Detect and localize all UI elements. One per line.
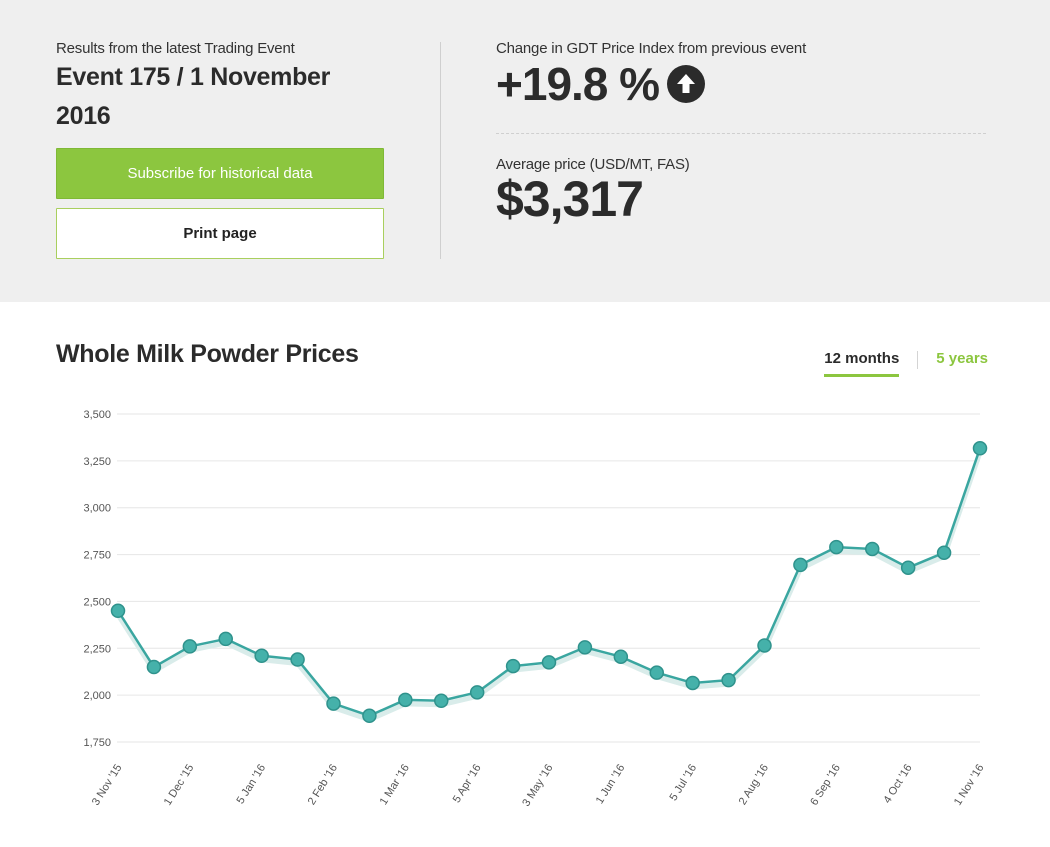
series-line bbox=[116, 447, 982, 718]
arrow-up-circle-icon bbox=[667, 65, 706, 103]
data-point[interactable] bbox=[469, 685, 485, 700]
price-line-chart: 1,750 2,000 2,250 2,500 2,750 3,000 3,250 3,500… bbox=[83, 409, 988, 809]
data-point[interactable] bbox=[182, 639, 198, 654]
print-page-button[interactable]: Print page bbox=[56, 208, 384, 259]
y-tick-label: 2,000 bbox=[83, 690, 111, 702]
data-point[interactable] bbox=[434, 693, 449, 709]
data-point[interactable] bbox=[936, 545, 952, 560]
chart-title: Whole Milk Powder Prices bbox=[56, 340, 359, 368]
event-info: Results from the latest Trading Event Ev… bbox=[56, 40, 386, 259]
data-point[interactable] bbox=[829, 539, 844, 555]
data-point[interactable] bbox=[218, 631, 233, 647]
avg-price-label: Average price (USD/MT, FAS) bbox=[496, 156, 690, 173]
data-point[interactable] bbox=[398, 692, 413, 708]
event-title-line2: 2016 bbox=[56, 102, 111, 130]
data-point[interactable] bbox=[577, 640, 593, 655]
data-point[interactable] bbox=[505, 658, 521, 674]
x-tick-label: 5 Jul '16 bbox=[667, 762, 699, 803]
change-value-row: +19.8 % bbox=[496, 57, 986, 111]
x-tick-label: 6 Sep '16 bbox=[808, 762, 843, 807]
change-label: Change in GDT Price Index from previous … bbox=[496, 40, 807, 57]
y-tick-label: 2,500 bbox=[83, 596, 111, 608]
data-point[interactable] bbox=[254, 648, 269, 664]
event-title: Event 175 / 1 November 2016 bbox=[56, 58, 386, 136]
data-point[interactable] bbox=[290, 652, 305, 667]
x-tick-label: 4 Oct '16 bbox=[881, 762, 914, 805]
series-line-shadow bbox=[115, 451, 983, 723]
data-point[interactable] bbox=[110, 603, 126, 619]
subscribe-button[interactable]: Subscribe for historical data bbox=[56, 148, 384, 199]
avg-price-value: $3,317 bbox=[496, 171, 644, 227]
data-point[interactable] bbox=[541, 655, 557, 670]
price-summary: Change in GDT Price Index from previous … bbox=[496, 40, 986, 227]
tab-separator bbox=[917, 350, 919, 369]
y-tick-label: 2,250 bbox=[83, 643, 111, 655]
x-tick-label: 1 Mar '16 bbox=[378, 762, 412, 807]
change-value: +19.8 % bbox=[496, 58, 660, 110]
x-tick-label: 1 Dec '15 bbox=[162, 762, 197, 807]
y-tick-label: 3,500 bbox=[83, 409, 111, 421]
column-divider bbox=[440, 42, 441, 259]
data-point[interactable] bbox=[146, 659, 162, 675]
data-point[interactable] bbox=[649, 665, 664, 680]
data-point[interactable] bbox=[793, 557, 808, 573]
data-point[interactable] bbox=[972, 441, 988, 456]
x-tick-label: 5 Apr '16 bbox=[451, 762, 484, 805]
data-point[interactable] bbox=[685, 675, 700, 691]
x-tick-label: 2 Aug '16 bbox=[737, 762, 771, 807]
data-point[interactable] bbox=[757, 638, 772, 653]
data-point[interactable] bbox=[900, 560, 916, 575]
data-point[interactable] bbox=[721, 672, 736, 688]
x-tick-label: 3 Nov '15 bbox=[90, 762, 125, 807]
data-point[interactable] bbox=[613, 649, 629, 664]
event-eyebrow: Results from the latest Trading Event bbox=[56, 40, 295, 57]
x-tick-label: 5 Jan '16 bbox=[235, 762, 269, 806]
tab-12-months[interactable]: 12 months bbox=[824, 350, 900, 377]
event-summary-panel: Results from the latest Trading Event Ev… bbox=[0, 0, 1050, 302]
data-point[interactable] bbox=[865, 541, 880, 557]
x-tick-label: 2 Feb '16 bbox=[306, 762, 340, 807]
x-tick-label: 3 May '16 bbox=[520, 762, 555, 809]
range-tabs: 12 months 5 years bbox=[824, 350, 988, 377]
tab-5-years[interactable]: 5 years bbox=[936, 350, 988, 367]
event-title-line1: Event 175 / 1 November bbox=[56, 63, 331, 91]
y-tick-label: 1,750 bbox=[83, 737, 111, 749]
data-point[interactable] bbox=[362, 708, 377, 724]
x-tick-label: 1 Jun '16 bbox=[594, 762, 628, 806]
y-tick-label: 3,000 bbox=[83, 503, 111, 515]
summary-divider bbox=[496, 133, 986, 134]
data-point[interactable] bbox=[326, 696, 341, 711]
y-tick-label: 3,250 bbox=[83, 456, 111, 468]
x-tick-label: 1 Nov '16 bbox=[952, 762, 987, 807]
y-tick-label: 2,750 bbox=[83, 550, 111, 562]
